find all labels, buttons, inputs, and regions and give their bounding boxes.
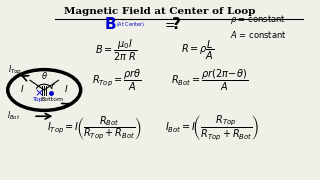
Text: $I_{Top}$: $I_{Top}$ — [8, 64, 22, 77]
Text: $r$: $r$ — [50, 81, 56, 91]
Text: $\mathbf{?}$: $\mathbf{?}$ — [171, 15, 181, 32]
Text: $R_{Bot}=\dfrac{\rho r(2\pi\!-\!\theta)}{A}$: $R_{Bot}=\dfrac{\rho r(2\pi\!-\!\theta)}… — [171, 68, 248, 93]
Text: $I_{Bot}=I\!\left(\dfrac{R_{Top}}{R_{Top}+R_{Bot}}\right)$: $I_{Bot}=I\!\left(\dfrac{R_{Top}}{R_{Top… — [165, 113, 259, 143]
Text: $I$: $I$ — [20, 83, 24, 94]
Text: $=$: $=$ — [162, 17, 175, 30]
Text: $R_{Top}=\dfrac{\rho r\theta}{A}$: $R_{Top}=\dfrac{\rho r\theta}{A}$ — [92, 68, 142, 93]
Text: $\theta$: $\theta$ — [41, 71, 48, 82]
Text: Magnetic Field at Center of Loop: Magnetic Field at Center of Loop — [64, 7, 256, 16]
Text: $_{\mathrm{(At\ Center)}}$: $_{\mathrm{(At\ Center)}}$ — [116, 21, 145, 30]
Text: $A$ = constant: $A$ = constant — [230, 29, 286, 40]
Text: $I_{Top}=I\!\left(\dfrac{R_{Bot}}{R_{Top}+R_{Bot}}\right)$: $I_{Top}=I\!\left(\dfrac{R_{Bot}}{R_{Top… — [47, 114, 142, 142]
Text: $R = \rho\dfrac{L}{A}$: $R = \rho\dfrac{L}{A}$ — [180, 39, 214, 62]
Text: $\rho$ = constant: $\rho$ = constant — [230, 14, 286, 26]
Text: $\times$: $\times$ — [34, 88, 44, 98]
Text: $I$: $I$ — [64, 83, 68, 94]
Text: Top: Top — [33, 97, 44, 102]
Text: $B = \dfrac{\mu_0 I}{2\pi\ R}$: $B = \dfrac{\mu_0 I}{2\pi\ R}$ — [95, 38, 138, 63]
Text: $I_{Bot}$: $I_{Bot}$ — [7, 110, 21, 122]
Text: $\mathbf{B}$: $\mathbf{B}$ — [105, 15, 117, 32]
Text: Bottom: Bottom — [41, 97, 64, 102]
